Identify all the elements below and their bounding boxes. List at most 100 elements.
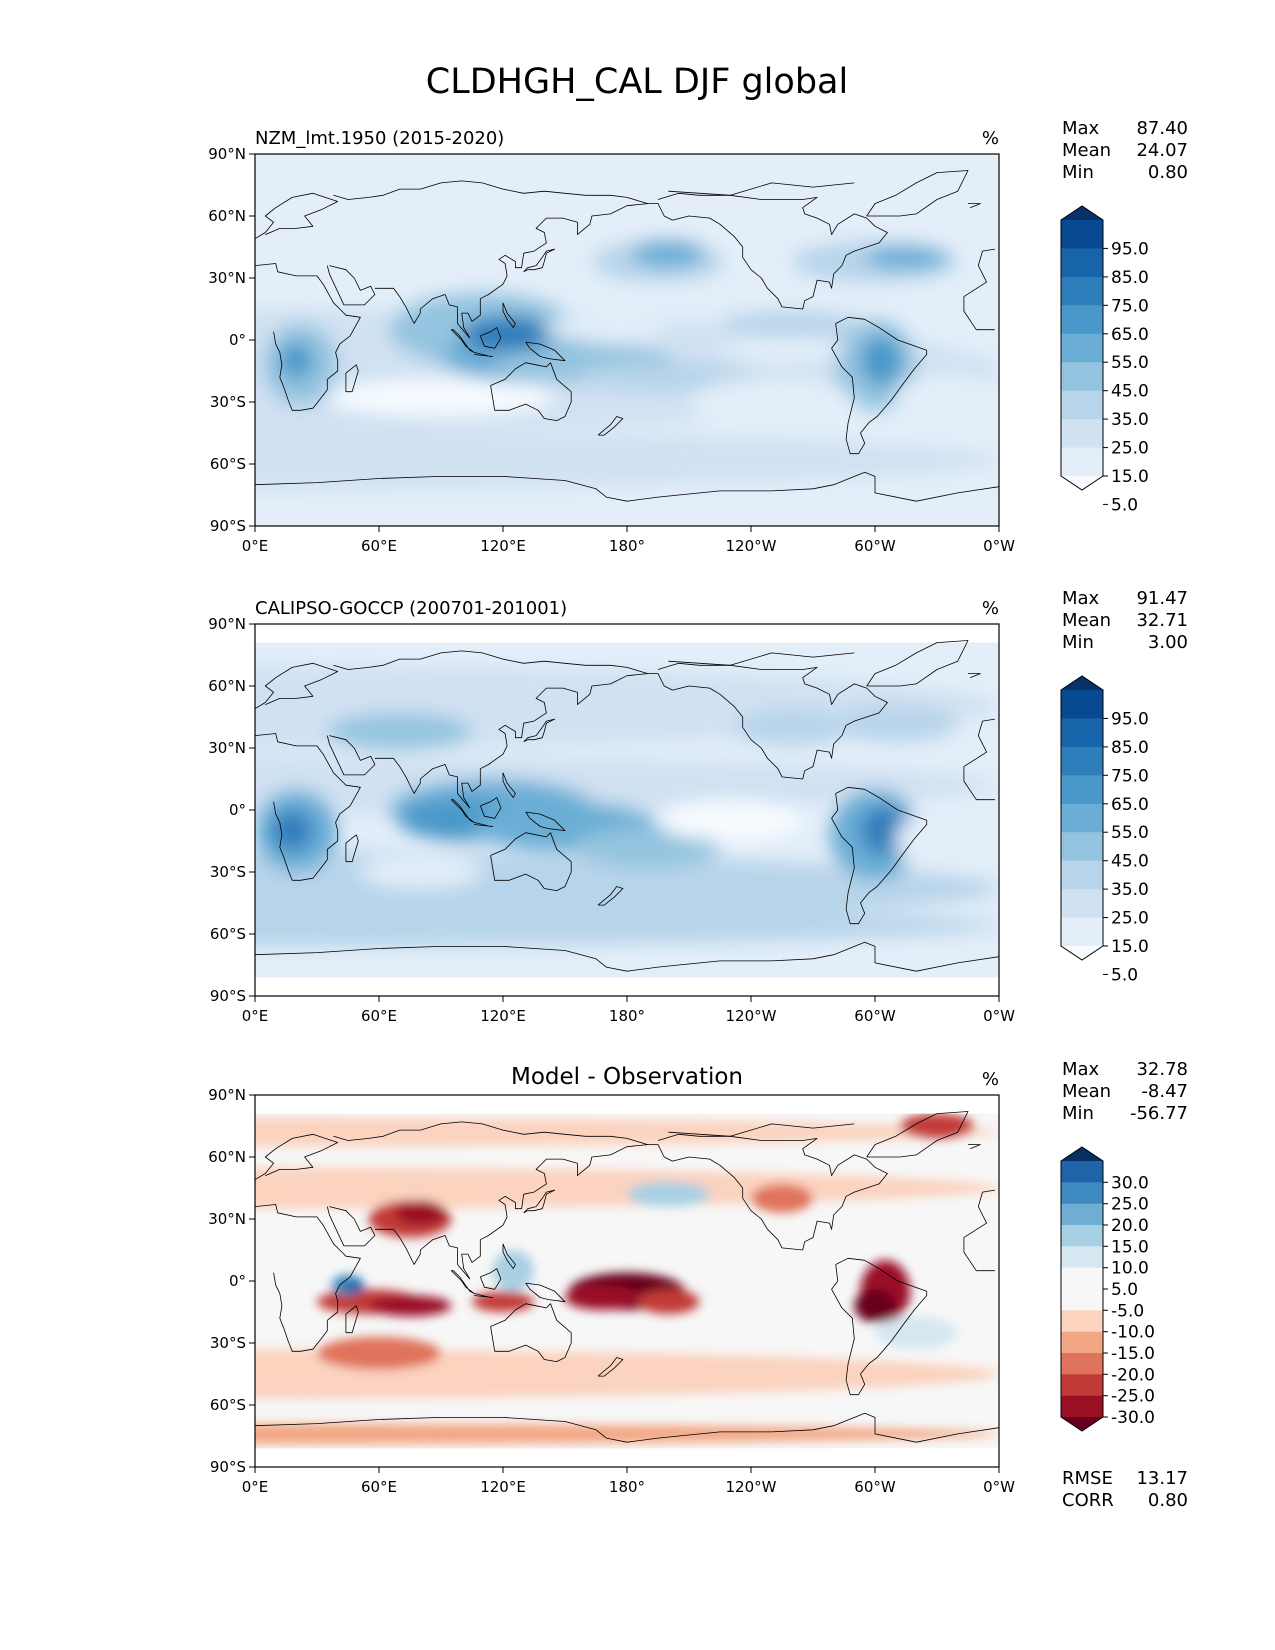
coastline-2-12 (490, 1303, 572, 1362)
x-tick-label-0-6: 0°W (983, 537, 1015, 555)
colorbar-segment-1-3 (1061, 775, 1103, 805)
y-tick-label-0-4: 30°S (210, 393, 246, 411)
panel-title-0: NZM_lmt.1950 (2015-2020) (255, 128, 504, 149)
colorbar-segment-0-1 (1061, 248, 1103, 278)
colorbar-segment-2-5 (1061, 1267, 1103, 1290)
coastline-0-14 (831, 316, 928, 455)
colorbar-segment-1-6 (1061, 860, 1103, 890)
x-tick-label-2-6: 0°W (983, 1478, 1015, 1496)
no-data-band-1-1 (255, 977, 999, 996)
field-blob-2-1 (255, 1423, 999, 1445)
coastline-0-18 (968, 203, 981, 209)
x-tick-label-0-1: 60°E (361, 537, 397, 555)
metric-label-1: CORR (1062, 1490, 1114, 1511)
coastline-2-1 (255, 1204, 995, 1352)
map-field-2 (255, 1095, 999, 1467)
coastline-2-15 (255, 1412, 999, 1443)
panel-units-1: % (982, 598, 999, 619)
colorbar-segment-0-8 (1061, 447, 1103, 477)
field-blob-0-2 (255, 431, 999, 489)
colorbar-label-2-6: -5.0 (1111, 1301, 1144, 1321)
stat-label-2-1: Mean (1062, 1081, 1111, 1102)
colorbar-label-1-1: 85.0 (1111, 738, 1149, 758)
x-tick-label-2-5: 60°W (854, 1478, 896, 1496)
field-blob-2-20 (627, 1181, 710, 1207)
coastline-0-17 (668, 182, 855, 196)
field-blob-2-6 (637, 1289, 700, 1315)
colorbar-label-1-3: 65.0 (1111, 795, 1149, 815)
field-blob-0-14 (631, 238, 706, 268)
colorbar-label-1-4: 55.0 (1111, 823, 1149, 843)
x-tick-label-0-5: 60°W (854, 537, 896, 555)
y-tick-label-1-2: 30°N (208, 739, 246, 757)
colorbar-segment-2-10 (1061, 1374, 1103, 1397)
coastline-1-1 (255, 733, 995, 881)
coastline-0-2 (345, 364, 359, 393)
colorbar-label-2-9: -20.0 (1111, 1365, 1155, 1385)
coastline-1-3 (326, 735, 376, 776)
x-tick-label-1-3: 180° (609, 1007, 645, 1025)
field-blob-2-5 (565, 1285, 640, 1310)
field-blob-0-12 (860, 335, 902, 386)
no-data-band-2-0 (255, 1095, 999, 1114)
y-tick-label-0-0: 90°N (208, 145, 246, 163)
x-tick-label-1-0: 0°E (242, 1007, 269, 1025)
colorbar-extend-top-2 (1061, 1147, 1103, 1161)
stat-label-1-0: Max (1062, 588, 1100, 609)
x-tick-label-0-2: 120°E (480, 537, 526, 555)
y-tick-label-1-6: 90°S (210, 987, 246, 1005)
panel-units-2: % (982, 1069, 999, 1090)
colorbar-label-2-5: 5.0 (1111, 1280, 1138, 1300)
coastline-1-11 (525, 811, 566, 832)
colorbar-segment-2-7 (1061, 1310, 1103, 1333)
colorbar-segment-1-7 (1061, 889, 1103, 919)
colorbar-segment-2-3 (1061, 1225, 1103, 1247)
y-tick-label-0-2: 30°N (208, 269, 246, 287)
y-tick-label-1-3: 0° (229, 801, 246, 819)
colorbar-segment-2-11 (1061, 1395, 1103, 1418)
coastline-0-3 (326, 265, 376, 306)
coastline-1-5 (333, 650, 648, 674)
coastline-0-1 (255, 263, 995, 411)
y-tick-label-2-0: 90°N (208, 1086, 246, 1104)
coastline-2-9 (479, 1268, 502, 1290)
colorbar-label-2-2: 20.0 (1111, 1216, 1149, 1236)
colorbar-label-2-0: 30.0 (1111, 1173, 1149, 1193)
coastline-0-7 (450, 329, 475, 353)
field-blob-1-9 (271, 810, 313, 852)
x-tick-label-2-0: 0°E (242, 1478, 269, 1496)
colorbar-label-0-3: 65.0 (1111, 325, 1149, 345)
coastline-2-2 (345, 1305, 359, 1334)
field-blob-0-5 (461, 315, 553, 353)
colorbar-extend-top-1 (1061, 676, 1103, 690)
field-blob-1-12 (327, 712, 473, 751)
colorbar-label-0-9: 5.0 (1111, 495, 1138, 515)
field-blob-0-10 (279, 342, 313, 380)
colorbar-segment-1-4 (1061, 803, 1103, 833)
map-blobs-2 (255, 1113, 999, 1445)
coastline-1-8 (474, 822, 494, 827)
field-blob-1-16 (895, 810, 979, 872)
coastline-0-0 (255, 192, 995, 266)
panel-title-1: CALIPSO-GOCCP (200701-201001) (255, 598, 567, 619)
y-tick-label-2-2: 30°N (208, 1210, 246, 1228)
coastline-1-15 (255, 941, 999, 972)
x-tick-label-0-4: 120°W (726, 537, 777, 555)
coastline-1-10 (502, 772, 516, 798)
coastline-2-11 (525, 1282, 566, 1303)
field-blob-2-2 (255, 1117, 999, 1147)
stat-value-0-2: 0.80 (1148, 162, 1188, 183)
colorbar-label-2-7: -10.0 (1111, 1323, 1155, 1343)
field-blob-1-7 (575, 826, 720, 868)
colorbar-segment-2-6 (1061, 1289, 1103, 1311)
field-blob-1-15 (658, 799, 803, 841)
map-field-0 (255, 154, 999, 526)
colorbar-segment-0-0 (1061, 220, 1103, 249)
coastline-0-16 (866, 170, 969, 217)
x-tick-label-1-5: 60°W (854, 1007, 896, 1025)
stat-value-1-2: 3.00 (1148, 632, 1188, 653)
coastline-2-18 (968, 1144, 981, 1150)
colorbar-segment-1-1 (1061, 718, 1103, 748)
colorbar-segment-0-4 (1061, 333, 1103, 363)
field-blob-2-13 (395, 1200, 446, 1226)
